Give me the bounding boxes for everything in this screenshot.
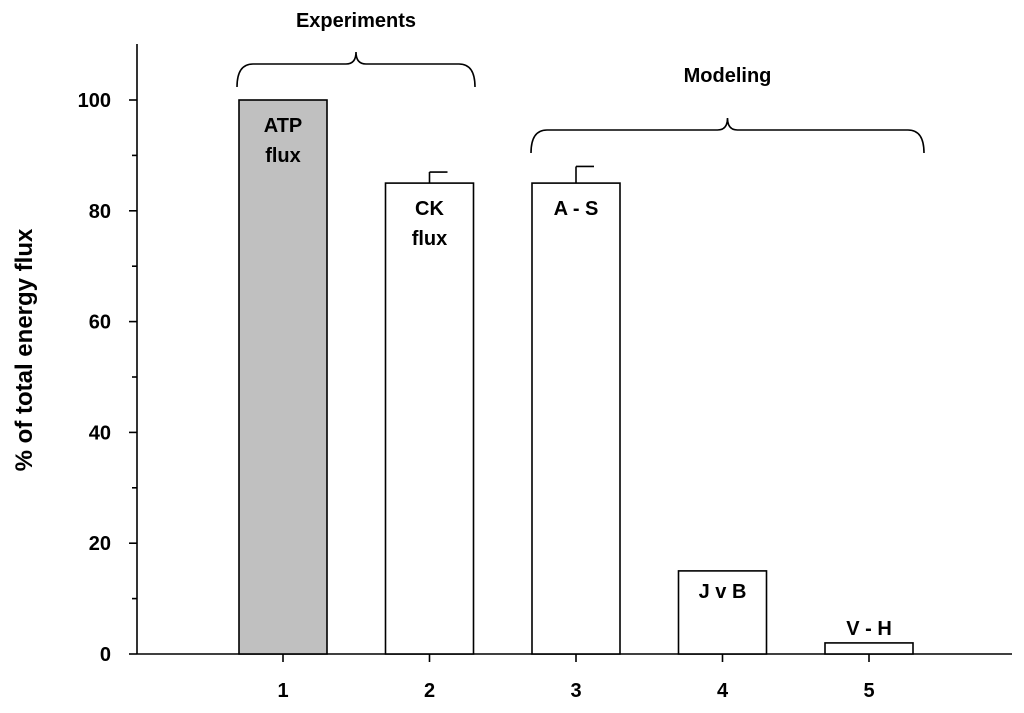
bar-label-line: V - H — [846, 618, 892, 640]
x-tick-label: 4 — [717, 680, 729, 702]
x-tick-label: 2 — [424, 680, 435, 702]
y-tick-label: 100 — [78, 90, 111, 112]
bars: ATP flux CK flux A - S J v B V - H — [238, 99, 914, 655]
bar — [677, 570, 768, 655]
bar-label: J v B — [699, 581, 747, 603]
bar-label-line: CK — [415, 198, 444, 220]
bar-label: ATP flux — [264, 115, 303, 167]
bar — [824, 642, 914, 655]
x-tick-label: 5 — [863, 680, 874, 702]
group-label: Modeling — [684, 65, 772, 87]
y-tick-label: 40 — [89, 422, 111, 444]
bar-label-line: flux — [265, 145, 301, 167]
y-tick-label: 20 — [89, 533, 111, 555]
group-bracket — [236, 51, 476, 88]
y-tick-label: 0 — [100, 644, 111, 666]
bar-label-line: J v B — [699, 581, 747, 603]
bar-label-line: A - S — [554, 198, 599, 220]
bar-label: CK flux — [412, 198, 448, 250]
bar-label-line: flux — [412, 228, 448, 250]
y-tick-label: 60 — [89, 312, 111, 334]
bar-label: A - S — [554, 198, 599, 220]
group-brackets: Experiments Modeling — [236, 10, 925, 154]
x-tick-label: 1 — [277, 680, 288, 702]
bar-label: V - H — [846, 618, 892, 640]
bar — [531, 182, 621, 655]
y-axis-label: % of total energy flux — [11, 228, 38, 471]
group-bracket — [530, 117, 925, 154]
bar — [238, 99, 328, 655]
x-tick-label: 3 — [570, 680, 581, 702]
bar — [384, 182, 475, 655]
y-tick-label: 80 — [89, 201, 111, 223]
bar-label-line: ATP — [264, 115, 303, 137]
group-label: Experiments — [296, 10, 416, 32]
